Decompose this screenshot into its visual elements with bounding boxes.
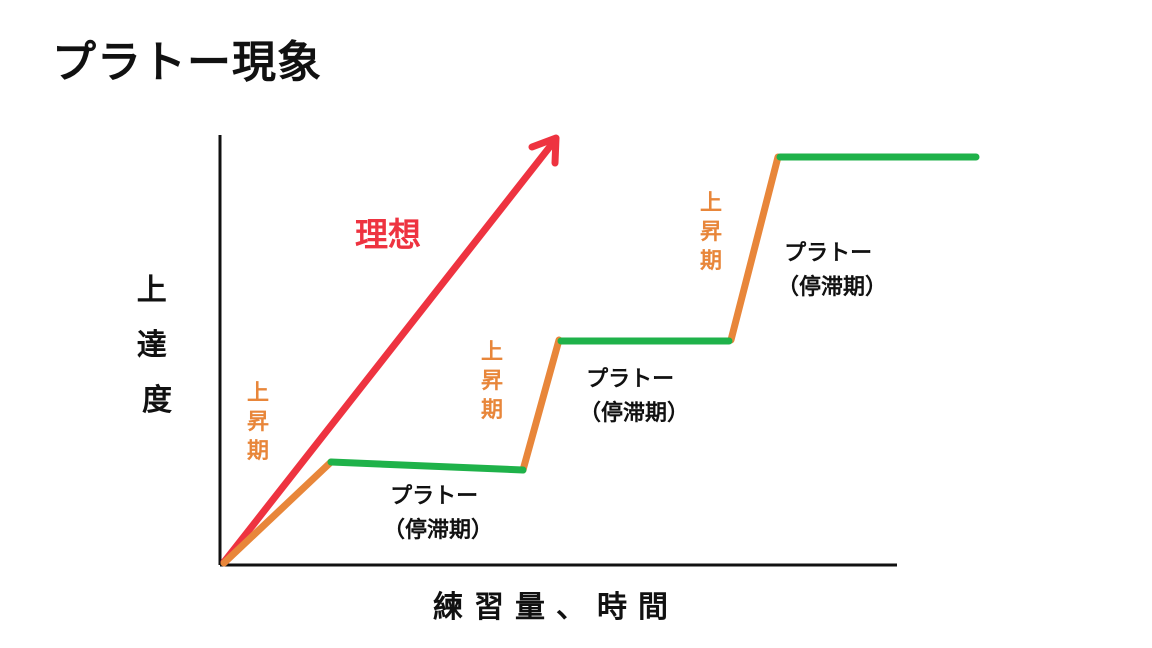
plateau-label-1: プラトー （停滞期） bbox=[383, 484, 493, 543]
plateau-label-1-line2: （停滞期） bbox=[383, 517, 493, 543]
rise-label-1-char-3: 期 bbox=[247, 439, 269, 464]
rise-label-3-char-2: 昇 bbox=[700, 220, 722, 245]
y-axis-label-char-1: 上 bbox=[137, 273, 167, 308]
rise-label-1-char-2: 昇 bbox=[247, 410, 269, 435]
rise-label-3-char-1: 上 bbox=[700, 191, 722, 216]
rise-label-2-char-1: 上 bbox=[481, 340, 503, 365]
rise-label-1-char-1: 上 bbox=[247, 381, 269, 406]
page-title: プラトー現象 bbox=[52, 37, 322, 88]
rise-segment-1 bbox=[220, 458, 335, 567]
rise-label-3: 上昇期 bbox=[700, 191, 722, 274]
plateau-label-2: プラトー （停滞期） bbox=[579, 367, 689, 426]
rise-segment-3 bbox=[727, 153, 782, 344]
y-axis-label-char-2: 達 bbox=[137, 328, 167, 363]
plateau-label-3: プラトー （停滞期） bbox=[777, 241, 887, 300]
rise-segment-2 bbox=[519, 336, 563, 474]
rise-label-3-char-3: 期 bbox=[700, 249, 722, 274]
plateau-label-3-line2: （停滞期） bbox=[777, 274, 887, 300]
x-axis-label: 練習量、時間 bbox=[433, 590, 679, 625]
plateau-label-2-line2: （停滞期） bbox=[579, 400, 689, 426]
rise-label-2: 上昇期 bbox=[481, 340, 503, 423]
rise-label-2-char-2: 昇 bbox=[481, 369, 503, 394]
ideal-arrow-line bbox=[220, 140, 556, 566]
plateau-label-1-line1: プラトー bbox=[390, 484, 478, 509]
ideal-label: 理想 bbox=[355, 215, 421, 254]
rise-label-2-char-3: 期 bbox=[481, 398, 503, 423]
rise-label-1: 上昇期 bbox=[247, 381, 269, 464]
y-axis-label: 上 達 度 bbox=[137, 273, 177, 418]
plateau-label-3-line1: プラトー bbox=[784, 241, 872, 266]
plateau-segment-1 bbox=[327, 458, 527, 474]
plateau-label-2-line1: プラトー bbox=[586, 367, 674, 392]
y-axis-label-char-3: 度 bbox=[142, 383, 172, 418]
ideal-arrow-head bbox=[528, 134, 560, 167]
